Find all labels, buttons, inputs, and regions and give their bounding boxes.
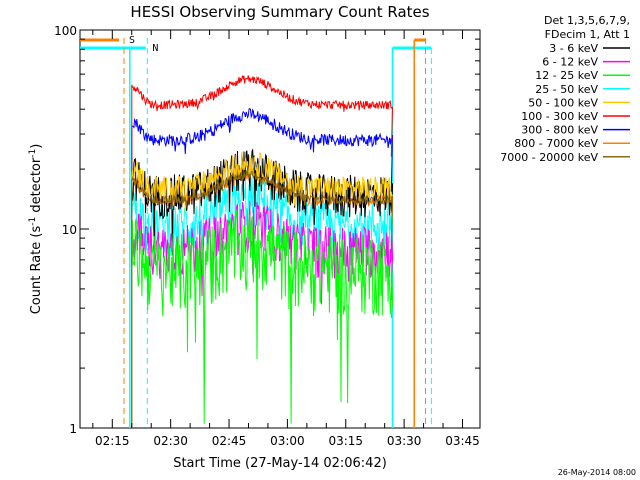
chart-title: HESSI Observing Summary Count Rates xyxy=(130,3,429,21)
y-axis-ticks: 1 10 100 xyxy=(54,24,480,436)
series-line xyxy=(131,169,394,428)
y-axis-label-part: Count Rate (s xyxy=(29,226,44,315)
x-tick-label: 03:15 xyxy=(328,434,363,448)
legend-item-label: 300 - 800 keV xyxy=(521,124,598,137)
series-line xyxy=(131,210,394,428)
x-axis-ticks: 02:15 02:30 02:45 03:00 03:15 03:30 03:45 xyxy=(92,30,480,448)
marker-label: N xyxy=(152,43,158,54)
legend-item-label: 6 - 12 keV xyxy=(542,56,598,69)
x-tick-label: 03:45 xyxy=(445,434,480,448)
series-line xyxy=(131,151,394,428)
legend: Det 1,3,5,6,7,9, FDecim 1, Att 1 3 - 6 k… xyxy=(500,14,630,164)
timestamp: 26-May-2014 08:00 xyxy=(558,468,636,477)
legend-item-label: 25 - 50 keV xyxy=(535,83,598,96)
y-axis-label-exp: -1 xyxy=(28,149,38,158)
legend-item-label: 800 - 7000 keV xyxy=(514,137,598,150)
x-tick-label: 02:30 xyxy=(153,434,188,448)
y-axis-label-exp: -1 xyxy=(28,217,38,226)
y-tick-label: 100 xyxy=(54,24,77,38)
y-axis-label-part: ) xyxy=(29,144,44,149)
x-tick-label: 02:45 xyxy=(212,434,247,448)
series-line xyxy=(131,75,394,428)
legend-item-label: 12 - 25 keV xyxy=(535,69,598,82)
series-line xyxy=(131,200,394,428)
legend-item-label: 100 - 300 keV xyxy=(521,110,598,123)
y-tick-label: 10 xyxy=(62,223,77,237)
x-tick-label: 03:00 xyxy=(270,434,305,448)
x-axis-label: Start Time (27-May-14 02:06:42) xyxy=(173,456,387,471)
legend-item-label: 7000 - 20000 keV xyxy=(500,151,598,164)
legend-item-label: 50 - 100 keV xyxy=(528,96,598,109)
x-tick-label: 02:15 xyxy=(95,434,130,448)
x-tick-label: 03:30 xyxy=(387,434,422,448)
y-axis-label-part: detector xyxy=(29,157,44,217)
y-tick-label: 1 xyxy=(69,422,77,436)
series-lines xyxy=(131,75,394,428)
series-line xyxy=(131,107,393,428)
legend-header-line: Det 1,3,5,6,7,9, xyxy=(544,14,630,27)
marker-label: S xyxy=(129,35,135,46)
legend-header-line: FDecim 1, Att 1 xyxy=(545,28,630,41)
y-axis-label: Count Rate (s-1 detector-1) xyxy=(28,144,44,315)
legend-item-label: 3 - 6 keV xyxy=(549,42,598,55)
